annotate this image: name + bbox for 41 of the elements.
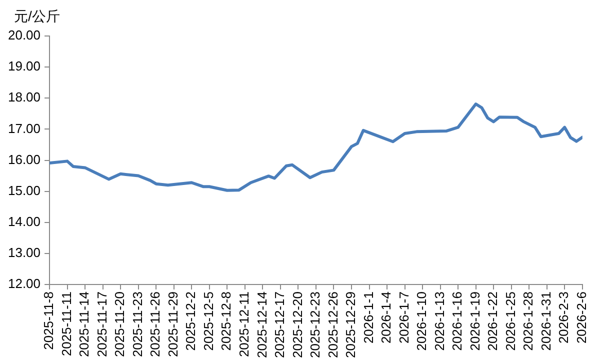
x-tick-label: 2026-1-19 [467,292,482,351]
x-tick-label: 2026-1-31 [538,292,554,351]
x-tick-label: 2026-1-7 [396,292,412,344]
x-tick-label: 2026-1-4 [378,292,394,344]
x-tick-label: 2025-11-29 [165,292,180,358]
y-tick-label: 16.00 [8,152,41,167]
x-tick-label: 2026-1-25 [502,292,518,351]
x-tick-label: 2025-12-17 [272,292,288,358]
x-tick-label: 2026-1-10 [414,292,430,351]
x-tick-label: 2025-11-14 [76,292,92,358]
x-tick-label: 2025-12-14 [254,292,270,358]
x-tick-label: 2025-12-2 [183,292,198,351]
x-tick-label: 2026-1-1 [360,292,376,344]
y-axis-title: 元/公斤 [14,8,60,26]
x-tick-label: 2025-11-17 [94,292,110,358]
x-tick-label: 2025-12-5 [200,292,216,351]
x-tick-label: 2025-12-26 [325,292,340,358]
x-tick-label: 2025-12-29 [343,292,358,358]
y-tick-label: 17.00 [8,120,41,136]
y-tick-label: 19.00 [8,58,41,74]
x-tick-label: 2025-11-23 [130,292,145,358]
x-tick-label: 2026-1-16 [450,292,465,351]
y-tick-label: 12.00 [8,276,41,292]
y-tick-label: 18.00 [8,90,41,105]
x-tick-label: 2026-2-3 [556,292,572,344]
x-tick-label: 2025-11-26 [148,292,163,358]
x-tick-label: 2025-11-11 [58,292,74,356]
y-tick-label: 20.00 [8,28,41,43]
y-tick-label: 15.00 [8,182,41,198]
x-tick-label: 2026-1-22 [485,292,500,351]
y-tick-label: 13.00 [8,245,41,260]
y-tick-label: 14.00 [8,214,41,229]
x-tick-label: 2025-12-8 [218,292,234,351]
x-tick-label: 2026-1-13 [432,292,447,351]
x-tick-label: 2026-2-6 [574,292,589,344]
x-tick-label: 2025-12-20 [290,292,305,358]
x-tick-label: 2025-12-23 [308,292,323,358]
x-tick-label: 2025-11-20 [112,292,128,358]
x-tick-label: 2025-12-11 [236,292,252,358]
x-tick-label: 2026-1-28 [520,292,536,351]
x-tick-label: 2025-11-8 [41,292,56,350]
